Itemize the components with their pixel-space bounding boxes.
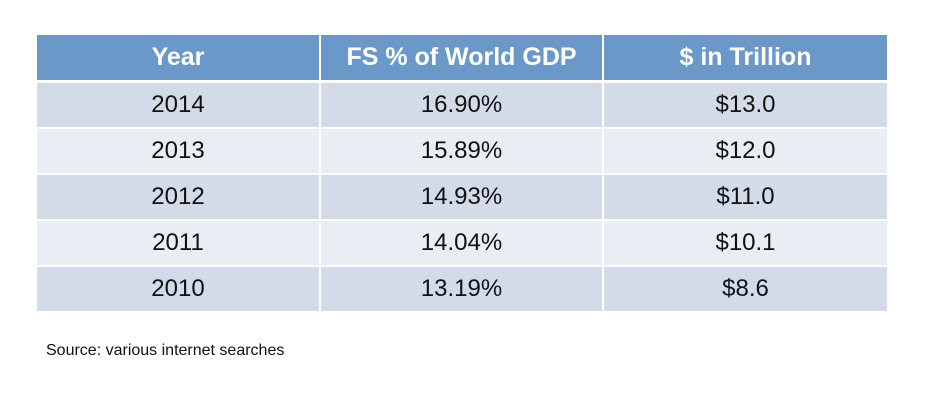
table-row: 2014 16.90% $13.0 [37,80,887,128]
cell-year: 2012 [37,173,321,220]
cell-year: 2010 [37,265,321,311]
table-row: 2011 14.04% $10.1 [37,219,887,266]
cell-fs-percent: 16.90% [320,80,604,128]
table-row: 2010 13.19% $8.6 [37,265,887,311]
column-header-year: Year [37,35,321,83]
column-header-fs-percent: FS % of World GDP [320,35,604,83]
gdp-table: Year FS % of World GDP $ in Trillion 201… [37,35,887,311]
cell-year: 2011 [37,219,321,266]
cell-fs-percent: 14.93% [320,173,604,220]
cell-trillion: $8.6 [603,265,887,311]
cell-trillion: $13.0 [603,80,887,128]
cell-fs-percent: 13.19% [320,265,604,311]
cell-fs-percent: 14.04% [320,219,604,266]
table-container: Year FS % of World GDP $ in Trillion 201… [37,35,887,311]
cell-trillion: $11.0 [603,173,887,220]
column-header-trillion: $ in Trillion [603,35,887,83]
cell-trillion: $12.0 [603,127,887,174]
header-row: Year FS % of World GDP $ in Trillion [37,35,887,83]
source-note: Source: various internet searches [46,342,285,359]
cell-year: 2013 [37,127,321,174]
table-row: 2012 14.93% $11.0 [37,173,887,220]
cell-trillion: $10.1 [603,219,887,266]
table-row: 2013 15.89% $12.0 [37,127,887,174]
cell-year: 2014 [37,80,321,128]
cell-fs-percent: 15.89% [320,127,604,174]
